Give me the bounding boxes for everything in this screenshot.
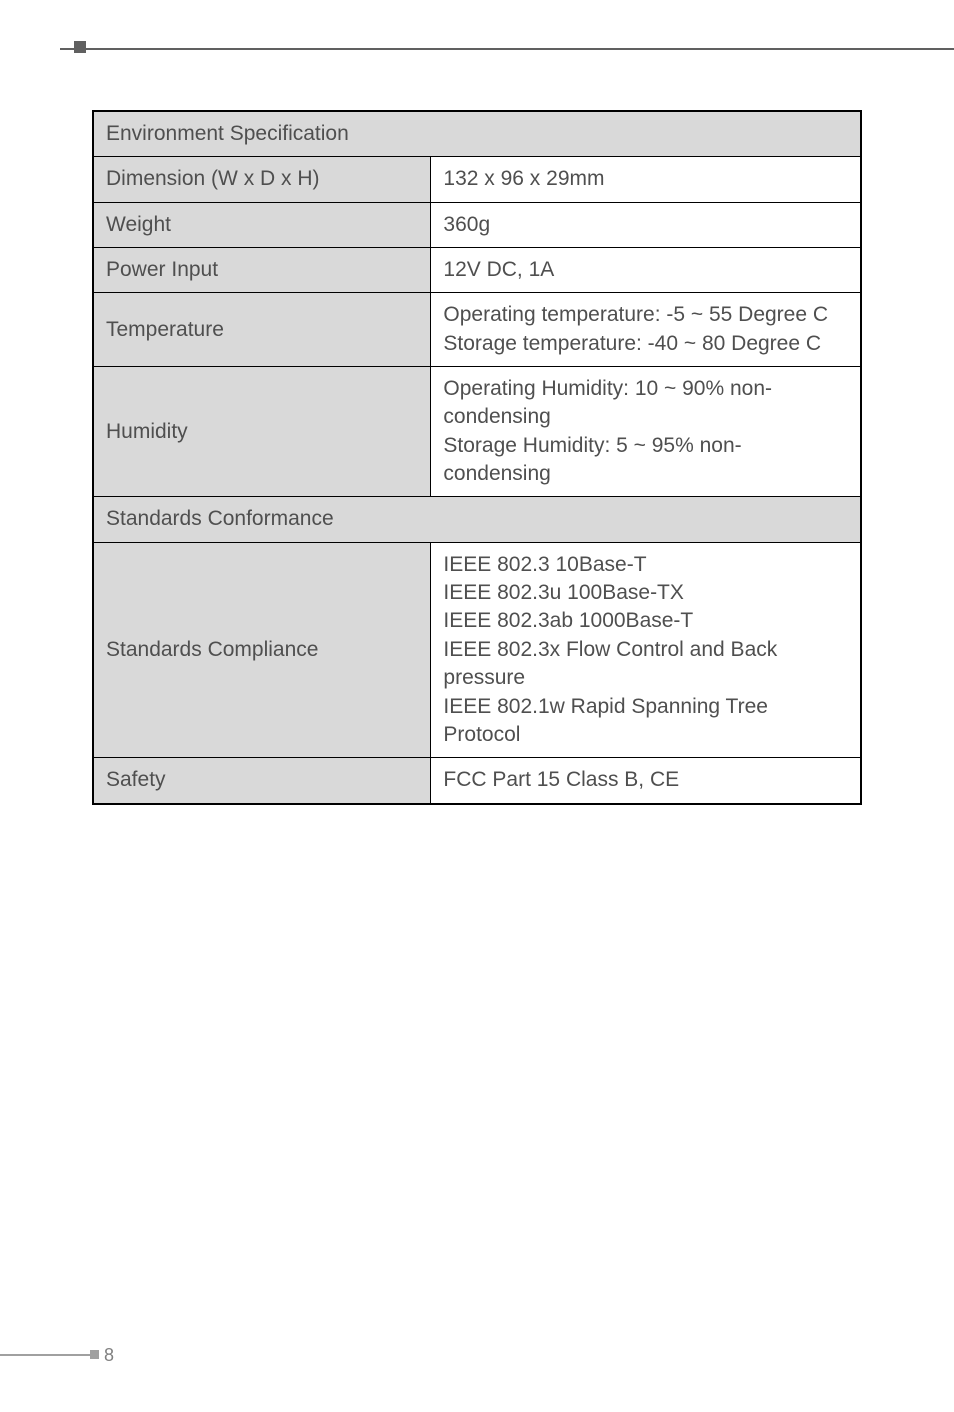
footer: 8 xyxy=(0,1346,954,1364)
page-number: 8 xyxy=(104,1345,114,1366)
footer-rule: 8 xyxy=(0,1346,954,1364)
header-line xyxy=(60,48,954,50)
content-area: Environment Specification Dimension (W x… xyxy=(0,50,954,805)
spec-table: Environment Specification Dimension (W x… xyxy=(92,110,862,805)
header-tick xyxy=(74,41,86,53)
spec-label: Humidity xyxy=(93,367,431,497)
spec-value: IEEE 802.3 10Base-TIEEE 802.3u 100Base-T… xyxy=(431,542,861,757)
spec-label: Dimension (W x D x H) xyxy=(93,157,431,202)
spec-label: Standards Compliance xyxy=(93,542,431,757)
section-header: Environment Specification xyxy=(93,111,861,157)
spec-value: Operating Humidity: 10 ~ 90% non-condens… xyxy=(431,367,861,497)
section-row: Standards Conformance xyxy=(93,497,861,542)
header-rule xyxy=(60,46,954,50)
table-row: Temperature Operating temperature: -5 ~ … xyxy=(93,293,861,367)
spec-label: Temperature xyxy=(93,293,431,367)
spec-value: FCC Part 15 Class B, CE xyxy=(431,758,861,804)
spec-value: 360g xyxy=(431,202,861,247)
table-row: Dimension (W x D x H) 132 x 96 x 29mm xyxy=(93,157,861,202)
footer-line xyxy=(0,1354,92,1356)
table-row: Standards Compliance IEEE 802.3 10Base-T… xyxy=(93,542,861,757)
table-row: Power Input 12V DC, 1A xyxy=(93,248,861,293)
spec-label: Power Input xyxy=(93,248,431,293)
section-row: Environment Specification xyxy=(93,111,861,157)
spec-value: 132 x 96 x 29mm xyxy=(431,157,861,202)
table-row: Weight 360g xyxy=(93,202,861,247)
section-header: Standards Conformance xyxy=(93,497,861,542)
table-row: Safety FCC Part 15 Class B, CE xyxy=(93,758,861,804)
page: Environment Specification Dimension (W x… xyxy=(0,0,954,1412)
spec-label: Safety xyxy=(93,758,431,804)
spec-label: Weight xyxy=(93,202,431,247)
footer-tick xyxy=(90,1350,99,1359)
spec-value: Operating temperature: -5 ~ 55 Degree CS… xyxy=(431,293,861,367)
table-row: Humidity Operating Humidity: 10 ~ 90% no… xyxy=(93,367,861,497)
spec-value: 12V DC, 1A xyxy=(431,248,861,293)
